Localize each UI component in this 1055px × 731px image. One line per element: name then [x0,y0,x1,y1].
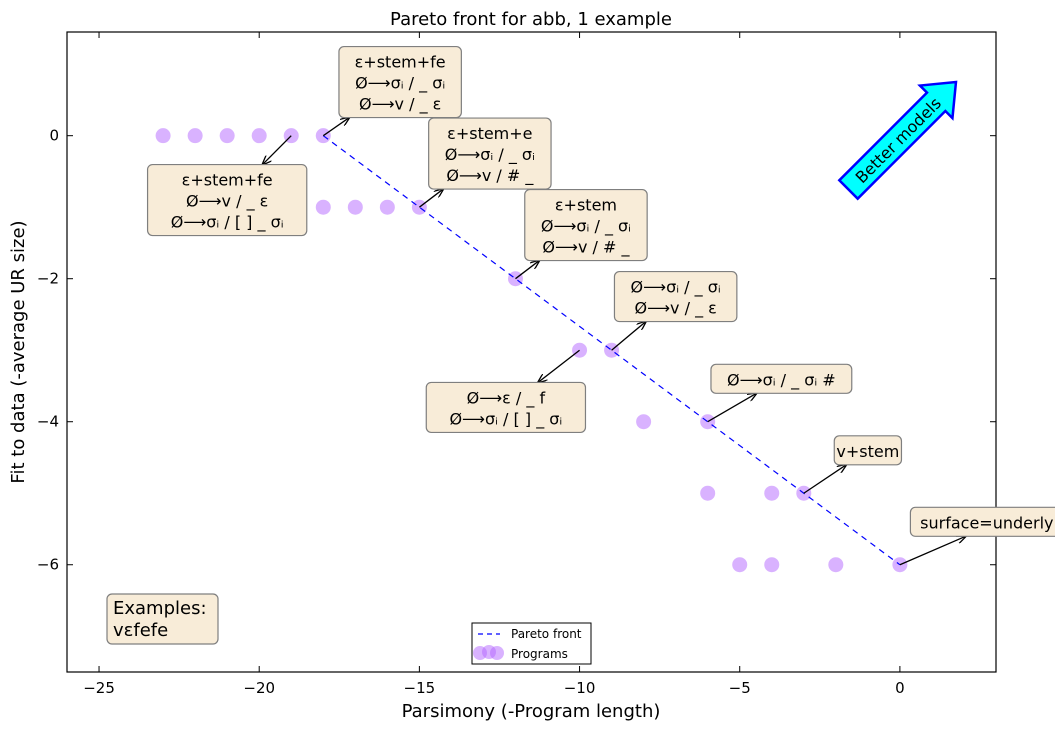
annotation-box-frame [833,435,903,466]
annotation-box-frame [524,188,648,262]
annotation-box-frame [425,381,587,434]
x-tick-label: −5 [729,679,751,697]
chart-title: Pareto front for abb, 1 example [390,9,672,30]
y-tick-label: −2 [37,270,59,288]
legend-pareto-label: Pareto front [511,627,582,641]
annotation-line: Ø⟶σᵢ / _ σᵢ [445,145,535,165]
annotation-line: ε+stem+e [447,124,532,143]
annotation-box: Ø⟶ε / _ fØ⟶σᵢ / [ ] _ σᵢ [425,381,587,434]
annotation-line: Ø⟶v / # _ [542,238,630,258]
program-point [379,199,395,215]
better-models-label: Better models [852,94,945,187]
better-models-arrow-shape [837,80,958,201]
x-tick-label: −25 [83,679,115,697]
annotation-arrow [538,349,580,382]
program-point [315,199,331,215]
legend-programs-swatch-3 [490,646,504,660]
examples-box-frame [106,593,219,645]
x-tick-label: −10 [564,679,596,697]
annotation-box-frame [338,45,462,119]
program-point [636,414,652,430]
annotation-line: ε+stem+fe [355,53,446,72]
annotation-box-frame [428,117,552,190]
program-point [732,557,748,573]
annotation-box-frame [613,270,738,323]
legend: Pareto front Programs [471,622,592,665]
annotation-arrow [611,322,646,351]
annotation-box: Ø⟶σᵢ / _ σᵢØ⟶v / _ ε [613,270,738,323]
program-point [700,485,716,501]
annotation-line: Ø⟶σᵢ / [ ] _ σᵢ [171,213,284,233]
annotation-arrow [803,465,846,494]
program-point [219,128,235,144]
annotation-line: ε+stem [555,196,617,215]
annotation-line: Ø⟶v / _ ε [186,192,268,212]
annotation-line: Ø⟶ε / _ f [467,388,546,408]
x-tick-label: −15 [404,679,436,697]
examples-heading: Examples: [113,598,207,619]
annotation-box-frame [710,363,853,394]
x-tick-label: 0 [895,679,905,697]
annotation-box: Ø⟶σᵢ / _ σᵢ # [710,363,853,394]
annotation-line: Ø⟶v / _ ε [359,95,441,115]
annotation-arrow [263,135,292,165]
annotation-arrow [899,536,966,566]
program-point [828,557,844,573]
annotation-line: surface=underlying [920,513,1055,532]
y-tick-label: −4 [37,413,59,431]
annotation-line: Ø⟶v / _ ε [635,299,717,319]
y-tick-label: −6 [37,556,59,574]
annotation-box: v+stem [833,435,903,466]
program-point [347,199,363,215]
annotation-box: ε+stem+fe Ø⟶v / _ εØ⟶σᵢ / [ ] _ σᵢ [146,163,308,237]
annotation-arrow [322,118,349,137]
annotation-box-frame [909,506,1055,537]
program-point [187,128,203,144]
annotation-arrow [418,189,443,208]
y-axis-label: Fit to data (-average UR size) [8,220,29,483]
annotation-line: ε+stem+fe [182,171,273,190]
examples-box: Examples: vεfefe [106,593,219,645]
program-point [251,128,267,144]
plot-area: −25 −20 −15 −10 −5 0 0 −2 −4 −6 [37,32,996,697]
x-tick-label: −20 [243,679,275,697]
plot-frame [66,31,997,673]
legend-programs-label: Programs [511,647,568,661]
y-tick-label: 0 [49,127,59,145]
annotation-box-frame [146,163,308,237]
annotation-arrow [515,261,539,280]
annotation-line: Ø⟶σᵢ / _ σᵢ # [727,370,836,390]
program-point [155,128,171,144]
examples-value: vεfefe [113,620,168,641]
x-axis-label: Parsimony (-Program length) [402,701,661,722]
program-point [764,557,780,573]
annotation-line: Ø⟶σᵢ / _ σᵢ [631,278,721,298]
annotation-arrow [707,393,757,423]
annotation-line: Ø⟶σᵢ / _ σᵢ [541,217,631,237]
annotation-line: Ø⟶σᵢ / [ ] _ σᵢ [449,409,562,429]
annotation-line: v+stem [836,442,899,461]
annotation-box: ε+stem Ø⟶σᵢ / _ σᵢØ⟶v / # _ [524,188,648,262]
annotation-box: ε+stem+e Ø⟶σᵢ / _ σᵢØ⟶v / # _ [428,117,552,190]
annotation-box: ε+stem+fe Ø⟶σᵢ / _ σᵢØ⟶v / _ ε [338,45,462,119]
better-models-arrow: Better models [837,80,958,201]
annotation-box: surface=underlying [909,506,1055,537]
program-point [764,485,780,501]
annotation-line: Ø⟶v / # _ [446,166,534,186]
annotation-line: Ø⟶σᵢ / _ σᵢ [355,74,445,94]
